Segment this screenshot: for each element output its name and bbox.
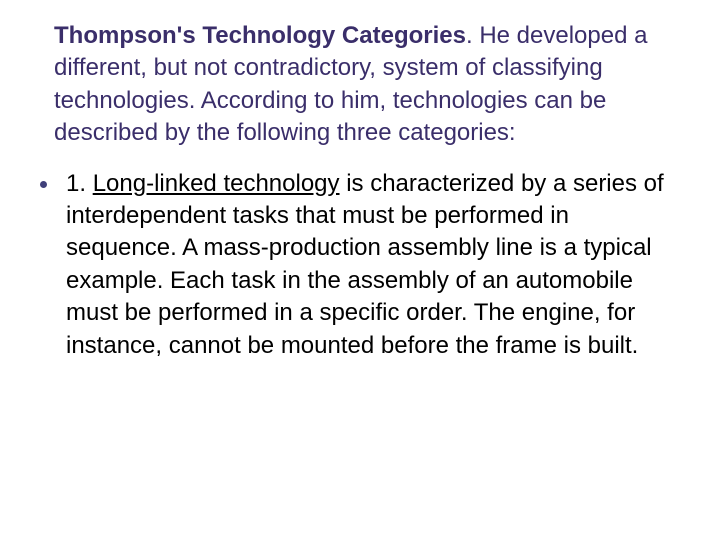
heading-paragraph: Thompson's Technology Categories. He dev… bbox=[54, 20, 674, 150]
item-number: 1. bbox=[66, 170, 93, 197]
item-term: Long-linked technology bbox=[93, 170, 340, 197]
bullet-list: 1. Long-linked technology is characteriz… bbox=[36, 168, 684, 362]
heading-bold: Thompson's Technology Categories bbox=[54, 22, 466, 49]
slide: Thompson's Technology Categories. He dev… bbox=[0, 0, 720, 540]
item-rest: is characterized by a series of interdep… bbox=[66, 170, 664, 359]
list-item: 1. Long-linked technology is characteriz… bbox=[36, 168, 680, 362]
